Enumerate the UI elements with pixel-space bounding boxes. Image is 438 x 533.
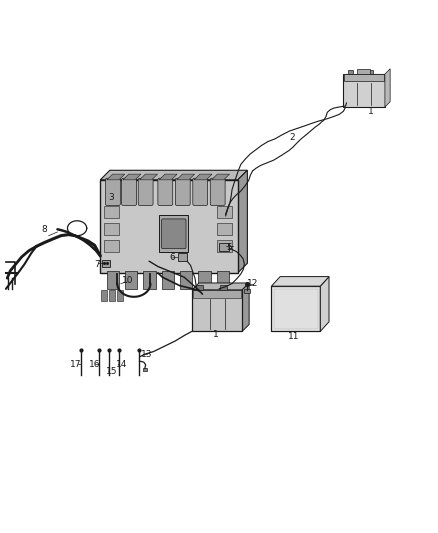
- Text: 12: 12: [247, 279, 259, 288]
- FancyBboxPatch shape: [343, 74, 385, 107]
- FancyBboxPatch shape: [100, 180, 238, 273]
- FancyBboxPatch shape: [357, 69, 370, 74]
- Polygon shape: [272, 277, 329, 286]
- FancyBboxPatch shape: [162, 219, 186, 249]
- Text: 3: 3: [108, 193, 114, 202]
- FancyBboxPatch shape: [193, 290, 241, 298]
- Polygon shape: [100, 170, 247, 180]
- FancyBboxPatch shape: [193, 178, 208, 205]
- FancyBboxPatch shape: [104, 206, 119, 217]
- Text: 1: 1: [213, 330, 219, 339]
- FancyBboxPatch shape: [162, 271, 174, 289]
- FancyBboxPatch shape: [217, 240, 232, 252]
- FancyBboxPatch shape: [144, 271, 155, 289]
- FancyBboxPatch shape: [158, 178, 173, 205]
- FancyBboxPatch shape: [159, 215, 188, 253]
- FancyBboxPatch shape: [217, 271, 229, 289]
- FancyBboxPatch shape: [104, 240, 119, 252]
- FancyBboxPatch shape: [109, 290, 115, 301]
- FancyBboxPatch shape: [244, 289, 250, 293]
- FancyBboxPatch shape: [177, 253, 187, 261]
- FancyBboxPatch shape: [106, 178, 120, 205]
- Polygon shape: [238, 170, 247, 273]
- FancyBboxPatch shape: [217, 223, 232, 235]
- Polygon shape: [385, 69, 390, 107]
- Polygon shape: [212, 174, 230, 180]
- FancyBboxPatch shape: [344, 74, 384, 82]
- FancyBboxPatch shape: [180, 271, 192, 289]
- FancyBboxPatch shape: [348, 70, 353, 74]
- Text: 13: 13: [141, 350, 153, 359]
- Text: 15: 15: [106, 367, 118, 376]
- FancyBboxPatch shape: [175, 178, 190, 205]
- FancyBboxPatch shape: [192, 290, 242, 332]
- FancyBboxPatch shape: [274, 289, 318, 329]
- Polygon shape: [194, 174, 212, 180]
- Polygon shape: [140, 174, 158, 180]
- Text: 16: 16: [89, 360, 100, 369]
- Polygon shape: [123, 174, 141, 180]
- FancyBboxPatch shape: [219, 243, 229, 251]
- FancyBboxPatch shape: [210, 178, 225, 205]
- Polygon shape: [177, 174, 194, 180]
- Text: 1: 1: [367, 107, 373, 116]
- FancyBboxPatch shape: [102, 260, 110, 266]
- Polygon shape: [192, 283, 249, 290]
- FancyBboxPatch shape: [198, 271, 211, 289]
- Text: 11: 11: [288, 332, 300, 341]
- FancyBboxPatch shape: [107, 271, 119, 289]
- Polygon shape: [320, 277, 329, 332]
- FancyBboxPatch shape: [117, 290, 123, 301]
- Text: 6: 6: [169, 254, 175, 262]
- FancyBboxPatch shape: [217, 206, 232, 217]
- Text: 10: 10: [122, 276, 133, 285]
- FancyBboxPatch shape: [138, 178, 153, 205]
- Text: 14: 14: [117, 360, 128, 369]
- FancyBboxPatch shape: [101, 290, 107, 301]
- Text: 7: 7: [94, 260, 99, 269]
- FancyBboxPatch shape: [125, 271, 138, 289]
- Polygon shape: [107, 174, 125, 180]
- FancyBboxPatch shape: [104, 223, 119, 235]
- FancyBboxPatch shape: [143, 368, 148, 371]
- FancyBboxPatch shape: [367, 70, 373, 74]
- Polygon shape: [159, 174, 177, 180]
- Text: 8: 8: [42, 225, 47, 234]
- FancyBboxPatch shape: [196, 285, 203, 290]
- Polygon shape: [242, 283, 249, 332]
- Text: 5: 5: [226, 244, 232, 253]
- FancyBboxPatch shape: [220, 285, 227, 290]
- FancyBboxPatch shape: [122, 178, 137, 205]
- FancyBboxPatch shape: [272, 286, 320, 332]
- Text: 2: 2: [290, 133, 295, 142]
- Text: 17: 17: [70, 360, 81, 369]
